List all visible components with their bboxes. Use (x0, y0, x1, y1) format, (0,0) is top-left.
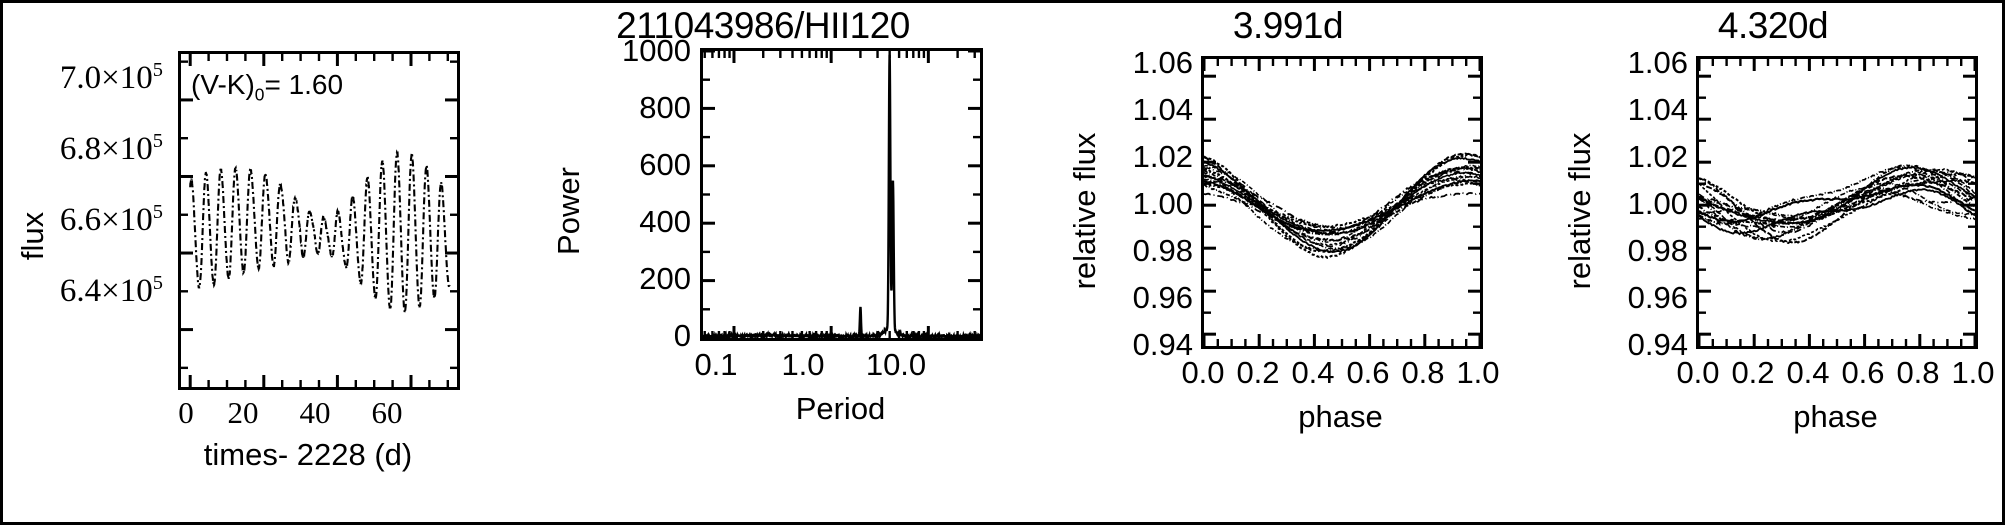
panel3-ytick-2: 1.02 (1132, 139, 1193, 174)
panel2-xlabel: Period (795, 391, 886, 426)
phase-cycle-curve (1204, 191, 1480, 235)
panel1-xtick-0: 0 (178, 395, 194, 430)
phase-cycle-curve (1699, 168, 1975, 243)
panel4-ytick-6: 0.94 (1627, 327, 1688, 362)
phase-cycle-curve (1699, 163, 1975, 226)
panel3-title: 3.991d (1232, 5, 1344, 46)
phase-cycle-curve (1699, 185, 1975, 229)
phase-cycle-curve (1699, 168, 1975, 241)
panel1-xtick-1: 20 (227, 395, 259, 430)
panel1-axes (178, 51, 460, 390)
panel4-axes (1696, 56, 1978, 349)
panel2-ytick-3: 400 (639, 204, 691, 239)
panel4-xlabel: phase (1793, 399, 1878, 434)
panel3-ytick-0: 1.06 (1132, 45, 1193, 80)
panel3-ytick-3: 1.00 (1132, 186, 1193, 221)
panel2-ytick-0: 1000 (622, 33, 691, 68)
panel4-title: 4.320d (1717, 5, 1829, 46)
panel1-xtick-2: 40 (299, 395, 331, 430)
panel2-xtick-0: 0.1 (694, 347, 738, 382)
panel-lightcurve: flux 7.0×105 6.8×105 6.6×105 6.4×105 0 2… (3, 3, 503, 528)
panel4-ytick-1: 1.04 (1627, 92, 1688, 127)
phase-cycle-curve (1699, 166, 1975, 225)
panel2-ytick-2: 600 (639, 147, 691, 182)
panel4-xtick-1: 0.2 (1731, 355, 1775, 390)
panel1-ytick-3: 6.4×105 (59, 272, 163, 309)
panel4-xtick-0: 0.0 (1676, 355, 1720, 390)
panel1-ytick-1: 6.8×105 (59, 130, 163, 167)
panel1-xtick-3: 60 (371, 395, 403, 430)
panel3-xtick-4: 0.8 (1401, 355, 1445, 390)
panel2-plot-area (703, 51, 980, 338)
panel4-ytick-0: 1.06 (1627, 45, 1688, 80)
panel2-axes (700, 48, 983, 341)
panel3-xtick-5: 1.0 (1456, 355, 1500, 390)
panel2-ytick-5: 0 (673, 318, 691, 353)
panel2-ytick-1: 800 (639, 90, 691, 125)
phase-cycle-curve (1204, 165, 1480, 248)
panel4-xtick-2: 0.4 (1786, 355, 1830, 390)
panel3-xtick-1: 0.2 (1236, 355, 1280, 390)
panel3-axes (1201, 56, 1483, 349)
phase-cycle-curve (1699, 188, 1975, 234)
panel3-ytick-1: 1.04 (1132, 92, 1193, 127)
panel2-ytick-4: 200 (639, 261, 691, 296)
panel3-ytick-5: 0.96 (1132, 280, 1193, 315)
panel3-xtick-2: 0.4 (1291, 355, 1335, 390)
panel4-ytick-3: 1.00 (1627, 186, 1688, 221)
panel2-title: 211043986/HII120 (616, 5, 910, 46)
panel2-xtick-2: 10.0 (865, 347, 927, 382)
panel2-xtick-1: 1.0 (781, 347, 825, 382)
phase-cycle-curve (1204, 153, 1480, 254)
panel-periodogram: 211043986/HII120 Power 1000 800 600 400 … (503, 3, 1013, 528)
panel1-ytick-0: 7.0×105 (59, 59, 163, 96)
panel1-ytick-2: 6.6×105 (59, 201, 163, 238)
phase-cycle-curve (1204, 179, 1480, 236)
phase-cycle-curve (1204, 164, 1480, 243)
phase-cycle-curve (1204, 166, 1480, 252)
panel4-xtick-3: 0.6 (1841, 355, 1885, 390)
panel4-ytick-2: 1.02 (1627, 139, 1688, 174)
panel1-xlabel: times- 2228 (d) (203, 437, 413, 472)
panel-phase-3991: 3.991d relative flux 1.06 1.04 1.02 1.00… (1013, 3, 1513, 528)
panel3-ytick-6: 0.94 (1132, 327, 1193, 362)
panel4-xtick-4: 0.8 (1896, 355, 1940, 390)
panel4-plot-area (1699, 59, 1975, 346)
panel4-ytick-4: 0.98 (1627, 233, 1688, 268)
panel3-ytick-4: 0.98 (1132, 233, 1193, 268)
panel-phase-4320: 4.320d relative flux 1.06 1.04 1.02 1.00… (1508, 3, 2005, 528)
panel1-plot-area (181, 54, 457, 387)
panel4-xtick-5: 1.0 (1951, 355, 1995, 390)
panel4-ytick-5: 0.96 (1627, 280, 1688, 315)
panel3-plot-area (1204, 59, 1480, 346)
panel1-annotation: (V-K)0= 1.60 (191, 69, 344, 105)
phase-cycle-curve (1204, 174, 1480, 251)
panel3-xlabel: phase (1298, 399, 1383, 434)
panel3-xtick-0: 0.0 (1181, 355, 1225, 390)
panel3-xtick-3: 0.6 (1346, 355, 1390, 390)
